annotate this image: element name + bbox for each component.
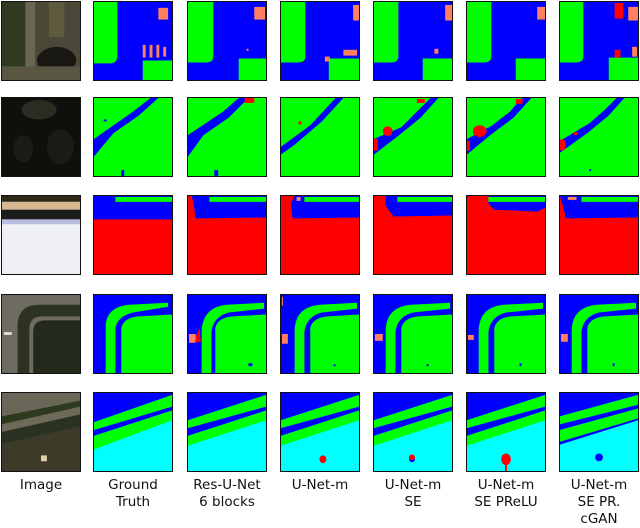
label-line: U-Net-m bbox=[570, 477, 628, 493]
segmentation-u-net-m-se-prelu-row-2 bbox=[466, 97, 546, 177]
segmentation-u-net-m-se-row-4 bbox=[373, 294, 453, 374]
column-label-u-net-m: U-Net-m bbox=[274, 477, 366, 494]
column-label-u-net-m-se-pr-cgan: U-Net-m SE PR. cGAN bbox=[553, 477, 640, 528]
segmentation-u-net-m-row-2 bbox=[280, 97, 360, 177]
segmentation-u-net-m-row-5 bbox=[280, 392, 360, 472]
label-line: Image bbox=[19, 477, 63, 493]
segmentation-u-net-m-se-pr-cgan-row-3 bbox=[559, 195, 639, 275]
segmentation-u-net-m-se-row-2 bbox=[373, 97, 453, 177]
column-label-res-u-net: Res-U-Net 6 blocks bbox=[181, 477, 273, 511]
label-line: SE bbox=[404, 494, 422, 510]
input-image-row-2 bbox=[1, 97, 81, 177]
segmentation-u-net-m-row-3 bbox=[280, 195, 360, 275]
input-image-row-1 bbox=[1, 1, 81, 81]
column-label-u-net-m-se-prelu: U-Net-m SE PReLU bbox=[460, 477, 552, 511]
segmentation-u-net-m-se-prelu-row-4 bbox=[466, 294, 546, 374]
segmentation-u-net-m-se-prelu-row-3 bbox=[466, 195, 546, 275]
column-label-ground-truth: Ground Truth bbox=[87, 477, 179, 511]
segmentation-res-u-net-row-2 bbox=[187, 97, 267, 177]
input-image-row-5 bbox=[1, 392, 81, 472]
segmentation-res-u-net-row-1 bbox=[187, 1, 267, 81]
segmentation-u-net-m-se-pr-cgan-row-2 bbox=[559, 97, 639, 177]
segmentation-u-net-m-se-prelu-row-5 bbox=[466, 392, 546, 472]
segmentation-u-net-m-se-prelu-row-1 bbox=[466, 1, 546, 81]
column-label-u-net-m-se: U-Net-m SE bbox=[367, 477, 459, 511]
label-line: SE PReLU bbox=[474, 494, 538, 510]
segmentation-u-net-m-se-row-3 bbox=[373, 195, 453, 275]
segmentation-u-net-m-se-pr-cgan-row-4 bbox=[559, 294, 639, 374]
input-image-row-4 bbox=[1, 294, 81, 374]
label-line: Res-U-Net bbox=[193, 477, 261, 493]
label-line: U-Net-m bbox=[477, 477, 535, 493]
segmentation-ground-truth-row-5 bbox=[93, 392, 173, 472]
segmentation-res-u-net-row-4 bbox=[187, 294, 267, 374]
label-line: cGAN bbox=[580, 511, 618, 527]
segmentation-ground-truth-row-2 bbox=[93, 97, 173, 177]
input-image-row-3 bbox=[1, 195, 81, 275]
label-line: Truth bbox=[115, 494, 151, 510]
segmentation-u-net-m-row-4 bbox=[280, 294, 360, 374]
segmentation-ground-truth-row-4 bbox=[93, 294, 173, 374]
label-line: Ground bbox=[108, 477, 158, 493]
segmentation-u-net-m-se-pr-cgan-row-1 bbox=[559, 1, 639, 81]
label-line: U-Net-m bbox=[291, 477, 349, 493]
segmentation-ground-truth-row-1 bbox=[93, 1, 173, 81]
label-line: 6 blocks bbox=[199, 494, 255, 510]
segmentation-res-u-net-row-5 bbox=[187, 392, 267, 472]
label-line: SE PR. bbox=[577, 494, 621, 510]
column-label-image: Image bbox=[0, 477, 87, 494]
segmentation-u-net-m-se-row-5 bbox=[373, 392, 453, 472]
segmentation-res-u-net-row-3 bbox=[187, 195, 267, 275]
segmentation-u-net-m-row-1 bbox=[280, 1, 360, 81]
segmentation-ground-truth-row-3 bbox=[93, 195, 173, 275]
segmentation-u-net-m-se-row-1 bbox=[373, 1, 453, 81]
segmentation-u-net-m-se-pr-cgan-row-5 bbox=[559, 392, 639, 472]
label-line: U-Net-m bbox=[384, 477, 442, 493]
